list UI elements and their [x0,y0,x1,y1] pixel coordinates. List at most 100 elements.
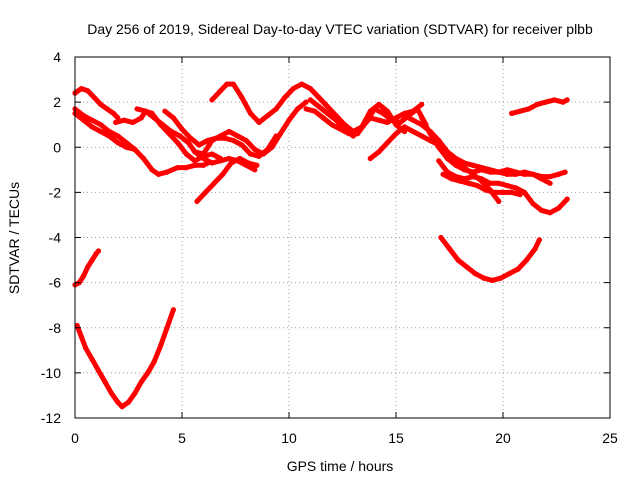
data-point [324,110,331,116]
series-line [436,158,570,216]
x-tick-label: 0 [71,430,79,446]
data-point [560,99,566,105]
series-arc-14 [419,115,553,186]
data-point [410,108,416,114]
data-point [222,135,228,141]
data-point [175,165,181,171]
data-point [547,210,553,216]
data-point [384,140,390,146]
data-series [72,81,570,410]
y-tick-label: -10 [41,365,61,381]
data-point [149,167,155,173]
data-point [155,171,162,177]
data-point [286,117,292,123]
data-point [95,248,102,254]
y-tick-label: -4 [49,230,62,246]
data-point [243,137,249,144]
data-point [523,257,530,263]
data-point [372,106,378,112]
data-point [419,101,425,107]
data-point [538,176,545,182]
data-point [192,158,198,164]
data-point [342,126,348,132]
data-point [106,133,112,139]
data-point [273,133,279,139]
data-point [235,133,241,139]
data-point [74,322,80,329]
data-point [504,167,510,173]
data-point [538,207,545,213]
data-point [453,162,459,168]
data-point [470,162,476,168]
data-point [98,122,104,128]
data-point [277,131,283,137]
data-point [121,117,127,123]
data-point [115,133,121,139]
data-point [504,183,510,189]
data-point [145,370,151,376]
data-point [384,108,390,114]
data-point [496,169,502,175]
data-point [384,119,390,125]
data-point [151,115,157,121]
data-point [464,264,470,270]
data-point [226,155,232,162]
data-point [98,128,104,135]
data-point [457,178,463,184]
data-point [217,88,224,94]
data-point [78,86,84,92]
data-point [168,128,174,135]
data-point [213,135,219,141]
data-point [329,122,335,128]
series-arc-8 [194,155,260,204]
data-point [438,234,444,241]
y-tick-label: 2 [53,94,61,110]
data-point [81,117,87,123]
data-point [393,115,399,121]
data-point [530,201,536,207]
data-point [500,189,506,195]
data-point [551,97,558,103]
data-point [489,277,495,283]
data-point [175,140,181,146]
data-point [517,192,523,198]
data-point [91,95,97,101]
series-line [440,171,523,198]
data-point [252,167,258,173]
data-point [115,140,121,146]
data-point [217,158,224,164]
series-arc-20 [74,307,176,410]
data-point [410,117,416,123]
data-point [449,176,455,182]
data-point [230,81,236,87]
data-point [123,144,129,150]
data-point [164,169,170,175]
data-point [515,266,521,272]
data-point [205,137,211,144]
data-point [455,257,461,263]
data-point [239,95,245,101]
data-point [183,151,189,157]
data-point [479,167,485,173]
data-point [474,183,480,189]
data-point [556,205,562,211]
data-point [376,117,382,123]
y-tick-label: -6 [49,275,62,291]
data-point [209,160,215,166]
data-point [521,189,528,195]
data-point [470,169,476,175]
data-point [303,106,309,112]
data-point [436,158,442,164]
data-point [78,334,84,340]
data-point [446,246,453,252]
data-point [113,119,119,125]
data-point [132,146,138,153]
data-point [530,171,536,177]
data-point [95,368,102,374]
data-point [397,119,403,125]
data-point [83,345,89,351]
data-point [509,110,515,116]
data-point [125,399,132,405]
data-point [89,117,95,123]
